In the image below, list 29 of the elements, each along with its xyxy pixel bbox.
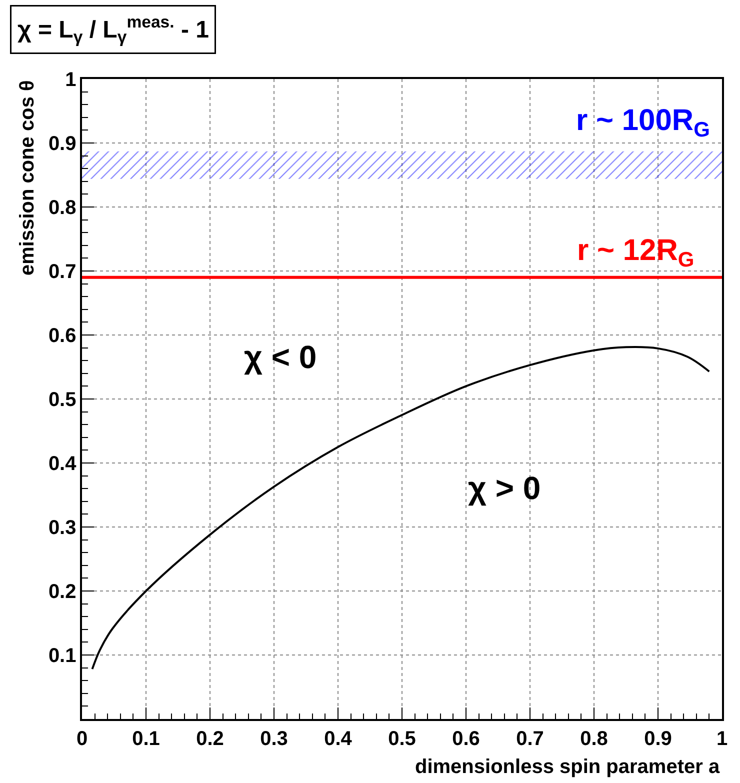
x-tick-label: 0.3: [260, 728, 288, 750]
ref-line-label: r ~ 12R$_{G}$: [577, 234, 694, 272]
y-tick-label: 0.2: [48, 581, 76, 603]
annotation: χ < 0: [244, 339, 317, 375]
x-tick-label: 1: [716, 728, 728, 750]
x-tick-label: 0.6: [452, 728, 480, 750]
y-axis-title: emission cone cos θ: [16, 80, 38, 276]
y-tick-label: 0.6: [48, 325, 76, 347]
x-tick-label: 0.4: [324, 728, 353, 750]
y-tick-label: 0.7: [48, 261, 76, 283]
x-tick-label: 0.5: [388, 728, 416, 750]
x-tick-label: 0: [76, 728, 88, 750]
x-tick-label: 0.1: [132, 728, 160, 750]
y-tick-label: 0.9: [48, 133, 76, 155]
x-tick-label: 0.2: [196, 728, 224, 750]
chart-title: χ = L$_{γ}$ / L$_{γ}$$^{meas.}$ - 1: [18, 12, 209, 47]
y-tick-label: 0.5: [48, 389, 76, 411]
band-label: r ~ 100R$_{G}$: [576, 104, 710, 142]
y-tick-label: 0.3: [48, 517, 76, 539]
y-tick-label: 0.8: [48, 197, 76, 219]
x-axis-title: dimensionless spin parameter a: [415, 756, 720, 778]
x-tick-label: 0.9: [644, 728, 672, 750]
y-tick-label: 0.1: [48, 645, 76, 667]
y-tick-label: 0.4: [48, 453, 78, 475]
line-series: [91, 346, 710, 670]
x-tick-label: 0.8: [580, 728, 608, 750]
annotation: χ > 0: [468, 470, 541, 506]
x-tick-label: 0.7: [516, 728, 544, 750]
y-tick-label: 1: [65, 69, 76, 91]
